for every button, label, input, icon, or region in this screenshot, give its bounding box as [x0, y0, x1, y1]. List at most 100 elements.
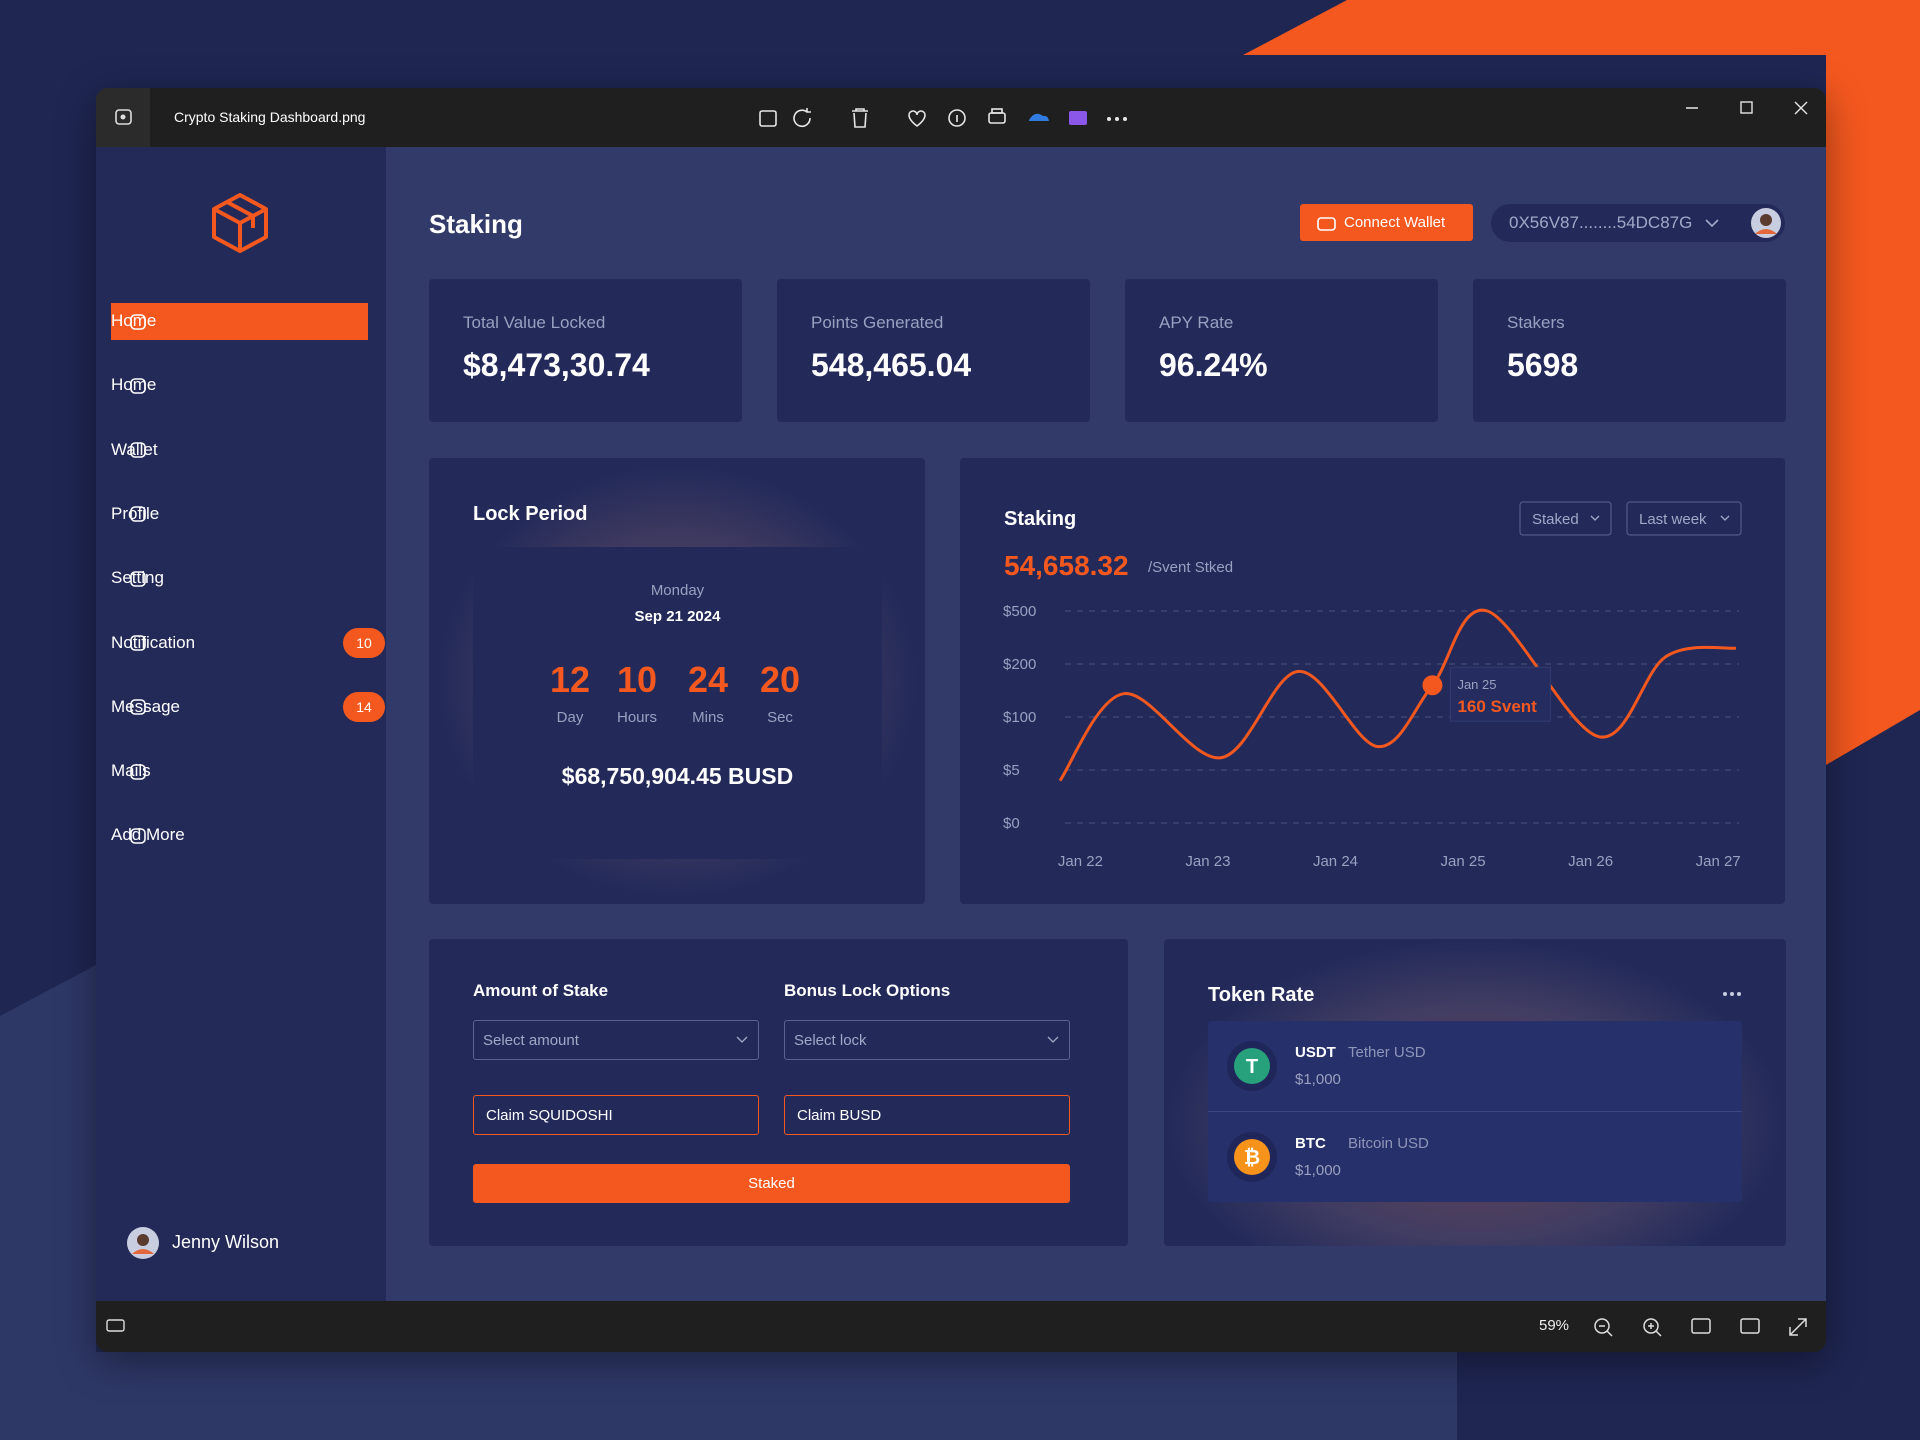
menu-item[interactable]: Wallet [111, 431, 368, 468]
lock-period-title: Lock Period [473, 503, 588, 525]
staking-chart: Staking 54,658.32/Svent Stked Staked Last w… [1003, 501, 1742, 870]
y-tick-label: $500 [1003, 603, 1036, 620]
menu-item[interactable]: Add More [111, 817, 368, 854]
y-tick-label: $5 [1003, 762, 1020, 779]
menu-icon-shape [130, 635, 146, 651]
app-icon-area [96, 88, 150, 147]
token-price: $1,000 [1295, 1162, 1341, 1179]
filter-box [1519, 501, 1612, 536]
chevron [736, 1036, 748, 1043]
chart-filter[interactable]: Last week [1626, 501, 1742, 536]
x-tick-label: Jan 22 [1058, 853, 1103, 870]
filter-label: Last week [1639, 511, 1707, 528]
menu-icon [130, 570, 146, 587]
chart-title: Staking [1004, 508, 1076, 530]
stat-value: 5698 [1507, 347, 1579, 383]
staked-button[interactable]: Staked [473, 1164, 1070, 1203]
countdown-value: 20 [759, 659, 801, 700]
countdown-value: 12 [549, 659, 591, 700]
window-controls[interactable] [1666, 88, 1826, 128]
filter-box [1626, 501, 1742, 536]
window-title: Crypto Staking Dashboard.png [174, 109, 366, 125]
filter-chevron [1590, 515, 1600, 521]
chart-filter[interactable]: Staked [1519, 501, 1612, 536]
header-avatar [1751, 208, 1781, 238]
more-menu[interactable] [1719, 989, 1749, 999]
token-icon: ₿ [1227, 1132, 1277, 1182]
countdown-unit: Hours [616, 709, 657, 726]
zoom-controls[interactable] [1590, 1313, 1820, 1341]
stat-card: APY Rate 96.24% [1125, 279, 1438, 422]
token-icon-disc [1234, 1048, 1270, 1084]
stat-value: 96.24% [1159, 347, 1268, 383]
claim-busd[interactable]: Claim BUSD [784, 1095, 1070, 1135]
x-tick-label: Jan 23 [1185, 853, 1230, 870]
clip-icon[interactable] [1069, 111, 1087, 125]
menu-icon [130, 506, 146, 523]
token-rate-title: Token Rate [1208, 984, 1315, 1006]
window: Crypto Staking Dashboard.png Ho [96, 88, 1826, 1352]
lock-period-card: Lock Period Monday Sep 21 2024 $68,750,9… [429, 458, 925, 904]
menu-icon [130, 828, 146, 844]
menu-icon-shape [130, 699, 146, 716]
x-tick-label: Jan 25 [1441, 853, 1486, 870]
x-tick-label: Jan 24 [1313, 853, 1358, 870]
stat-label: Points Generated [811, 313, 944, 332]
stat-label: Total Value Locked [463, 313, 606, 332]
bonus-select[interactable]: Select lock [784, 1020, 1070, 1060]
bottom-bar: 59% [96, 1301, 1826, 1352]
tooltip-box [1449, 666, 1551, 722]
amount-select[interactable]: Select amount [473, 1020, 759, 1060]
claim-squidoshi[interactable]: Claim SQUIDOSHI [473, 1095, 759, 1135]
filter-chevron [1720, 515, 1730, 521]
menu-icon-shape [130, 763, 146, 780]
x-tick-label: Jan 27 [1696, 853, 1741, 870]
menu-icon [130, 313, 146, 330]
bg-light-shape [0, 965, 1457, 1440]
user-avatar [127, 1227, 159, 1259]
chevron [1705, 219, 1719, 228]
token-glyph: T [1246, 1056, 1258, 1078]
menu-icon [130, 377, 146, 394]
menu-icon-shape [130, 570, 146, 587]
bonus-label: Bonus Lock Options [784, 981, 951, 1000]
token-symbol: USDT [1295, 1044, 1336, 1061]
filmstrip-icon[interactable] [106, 1317, 126, 1335]
y-tick-label: $0 [1003, 815, 1020, 832]
menu-item[interactable]: Setting [111, 560, 368, 597]
menu-label: Add More [111, 825, 185, 845]
user-name: Jenny Wilson [172, 1232, 280, 1252]
lock-date: Sep 21 2024 [634, 608, 721, 625]
token-name: Bitcoin USD [1348, 1135, 1429, 1152]
menu-item[interactable]: Profile [111, 495, 368, 532]
menu-item[interactable]: Home [111, 302, 368, 340]
menu-icon-shape [130, 442, 146, 458]
wallet-address: 0X56V87........54DC87G [1509, 213, 1693, 232]
stat-value: $8,473,30.74 [463, 347, 650, 383]
weekday: Monday [650, 582, 705, 599]
menu-label: Notification [111, 632, 196, 652]
token-list: T USDT Tether USD $1,000 ₿ BTC Bitcoin USD $1,0… [1208, 1021, 1742, 1202]
menu-item[interactable]: Message 14 [111, 688, 385, 725]
app-icon [115, 109, 132, 125]
toolbar-icons[interactable] [746, 102, 1186, 134]
stat-card: Total Value Locked $8,473,30.74 [429, 279, 742, 422]
menu-item[interactable]: Mails [111, 753, 368, 790]
menu-item[interactable]: Notification 10 [111, 624, 385, 661]
cloud-icon[interactable] [1029, 113, 1049, 121]
staking-chart-card: Staking 54,658.32/Svent Stked Staked Last w… [960, 458, 1785, 904]
chart-headline-unit: /Svent Stked [1148, 559, 1233, 576]
menu-icon [130, 763, 146, 780]
bg-orange-shape [1243, 0, 1920, 765]
menu-label: Wallet [111, 439, 158, 459]
connect-wallet-button[interactable]: Connect Wallet [1300, 204, 1473, 241]
x-tick-label: Jan 26 [1568, 853, 1613, 870]
stat-card: Points Generated 548,465.04 [777, 279, 1090, 422]
countdown-unit: Sec [767, 709, 793, 726]
address-pill[interactable]: 0X56V87........54DC87G [1491, 204, 1785, 242]
menu-icon-shape [130, 828, 146, 844]
logo [212, 193, 268, 253]
amount-label: Amount of Stake [473, 981, 609, 1000]
sidebar: Home Home Wallet Profile Setting Notification… [96, 147, 386, 1301]
menu-item[interactable]: Home [111, 367, 368, 404]
